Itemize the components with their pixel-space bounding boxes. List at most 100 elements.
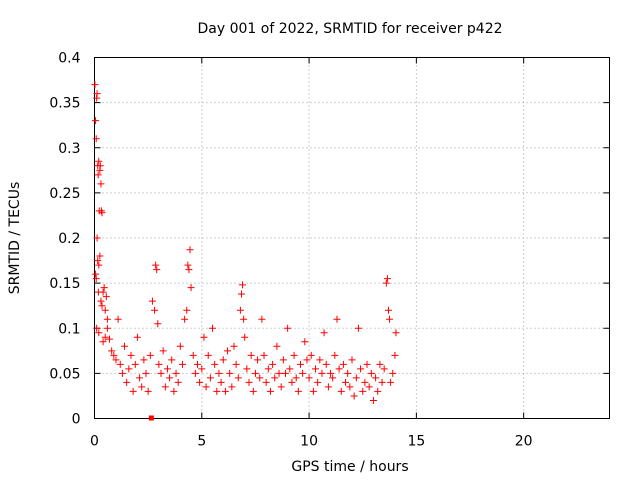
- data-point: [367, 369, 375, 377]
- data-point: [290, 351, 298, 359]
- data-point: [157, 369, 165, 377]
- data-point: [159, 347, 167, 355]
- data-point: [266, 387, 274, 395]
- data-point: [386, 315, 394, 323]
- data-point: [303, 356, 311, 364]
- x-tick-label: 0: [90, 434, 99, 450]
- data-point: [339, 360, 347, 368]
- data-point: [352, 374, 360, 382]
- x-tick-label: 20: [515, 434, 533, 450]
- data-point: [200, 333, 208, 341]
- data-point: [99, 288, 107, 296]
- data-point: [92, 275, 100, 283]
- data-point: [327, 369, 335, 377]
- data-point: [348, 356, 356, 364]
- data-point: [217, 378, 225, 386]
- data-point: [116, 360, 124, 368]
- data-point: [286, 365, 294, 373]
- data-point: [219, 356, 227, 364]
- y-tick-label: 0.05: [49, 366, 80, 382]
- data-point: [148, 297, 156, 305]
- data-point: [161, 383, 169, 391]
- data-point: [305, 374, 313, 382]
- data-point: [249, 387, 257, 395]
- data-point: [361, 378, 369, 386]
- data-point: [106, 335, 114, 343]
- chart-title: Day 001 of 2022, SRMTID for receiver p42…: [197, 21, 502, 37]
- x-tick-label: 15: [407, 434, 425, 450]
- data-point: [170, 387, 178, 395]
- y-tick-label: 0.1: [58, 321, 80, 337]
- data-point: [172, 369, 180, 377]
- data-point: [96, 162, 104, 170]
- data-point: [142, 369, 150, 377]
- data-point: [392, 329, 400, 337]
- data-point: [99, 338, 107, 346]
- data-point: [387, 378, 395, 386]
- data-point: [194, 360, 201, 368]
- data-point: [284, 324, 292, 332]
- data-point: [275, 369, 283, 377]
- data-point: [103, 324, 111, 332]
- data-point: [226, 369, 234, 377]
- data-point: [184, 261, 192, 269]
- data-point: [154, 320, 162, 328]
- data-point: [123, 378, 131, 386]
- data-point: [166, 374, 174, 382]
- data-point: [389, 369, 397, 377]
- data-point: [101, 333, 109, 341]
- data-point: [152, 261, 160, 269]
- data-point: [382, 279, 390, 287]
- data-point: [277, 383, 285, 391]
- data-point: [102, 293, 110, 301]
- data-point: [312, 365, 320, 373]
- data-point: [93, 324, 101, 332]
- data-point: [273, 342, 281, 350]
- data-point: [215, 369, 223, 377]
- data-point: [178, 360, 186, 368]
- data-point: [372, 374, 380, 382]
- data-point: [138, 383, 146, 391]
- data-point: [374, 387, 382, 395]
- data-point: [228, 383, 236, 391]
- data-point: [118, 369, 126, 377]
- data-point: [97, 207, 105, 215]
- y-tick-label: 0.25: [49, 186, 80, 202]
- data-point: [98, 302, 106, 310]
- data-point: [185, 266, 193, 274]
- data-point: [292, 374, 300, 382]
- data-point: [125, 365, 133, 373]
- data-point: [163, 365, 171, 373]
- data-point: [95, 157, 103, 165]
- data-point: [346, 383, 354, 391]
- data-point: [103, 315, 111, 323]
- data-point: [209, 324, 217, 332]
- data-point: [297, 360, 304, 368]
- grid: [94, 57, 610, 419]
- data-point: [168, 356, 176, 364]
- data-point: [91, 81, 99, 89]
- data-point: [131, 360, 139, 368]
- data-point: [234, 374, 242, 382]
- data-point: [279, 356, 287, 364]
- data-point: [391, 351, 399, 359]
- data-point: [324, 383, 332, 391]
- data-point: [174, 378, 182, 386]
- data-point: [153, 266, 161, 274]
- data-point: [206, 374, 214, 382]
- data-point: [224, 347, 232, 355]
- data-point: [112, 356, 120, 364]
- y-tick-label: 0.15: [49, 276, 80, 292]
- data-point: [196, 378, 204, 386]
- data-point: [151, 306, 159, 314]
- y-tick-label: 0.3: [58, 141, 80, 157]
- data-point: [301, 338, 309, 346]
- data-point: [307, 351, 315, 359]
- data-point: [376, 360, 384, 368]
- data-point-square: [148, 415, 154, 421]
- data-point: [309, 387, 317, 395]
- data-point: [110, 351, 118, 359]
- data-point: [181, 315, 189, 323]
